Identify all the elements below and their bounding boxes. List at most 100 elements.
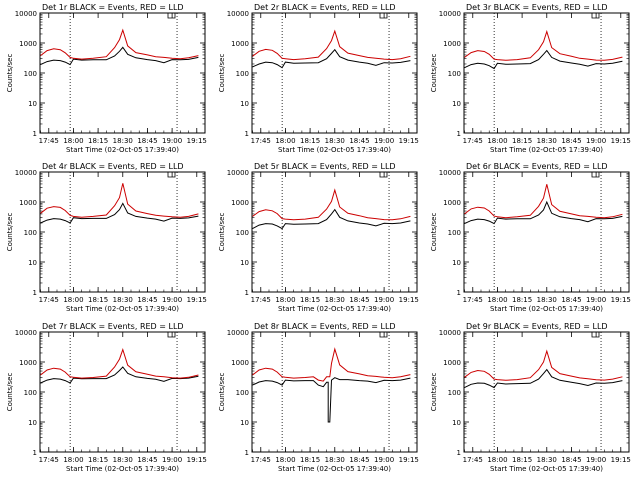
detector-panel: Det 8r BLACK = Events, RED = LLD 1 10 100 10…	[218, 322, 419, 473]
x-tick-label: 18:45	[349, 137, 369, 145]
y-tick-label: 100	[24, 70, 37, 78]
events-series-line	[40, 46, 199, 66]
y-tick-label: 100	[236, 389, 249, 397]
x-tick-label: 18:45	[137, 137, 157, 145]
detector-panel: Det 7r BLACK = Events, RED = LLD 1 10 100 10…	[6, 322, 207, 473]
x-tick-label: 18:00	[275, 137, 295, 145]
x-tick-label: 19:15	[611, 296, 631, 304]
x-tick-label: 19:15	[399, 137, 419, 145]
x-tick-label: 17:45	[251, 456, 271, 464]
legend-box-glyph	[591, 172, 600, 178]
x-tick-label: 18:15	[88, 137, 108, 145]
x-tick-label: 18:30	[113, 137, 133, 145]
y-tick-label: 10000	[227, 169, 249, 177]
x-tick-label: 18:00	[63, 137, 83, 145]
x-tick-label: 19:15	[611, 137, 631, 145]
panel-title: Det 1r BLACK = Events, RED = LLD	[42, 3, 184, 12]
y-tick-label: 100	[236, 70, 249, 78]
x-tick-label: 19:00	[374, 456, 394, 464]
x-tick-label: 19:00	[374, 296, 394, 304]
y-tick-label: 1	[457, 449, 461, 457]
lld-series-line	[252, 188, 411, 221]
lld-series-line	[252, 29, 411, 61]
x-tick-label: 18:00	[63, 456, 83, 464]
events-series-line	[464, 49, 623, 70]
y-tick-label: 100	[24, 229, 37, 237]
x-tick-label: 19:15	[399, 296, 419, 304]
legend-box-glyph	[167, 332, 176, 338]
y-tick-label: 1	[245, 449, 249, 457]
panel-title: Det 7r BLACK = Events, RED = LLD	[42, 322, 184, 331]
x-tick-label: 17:45	[39, 456, 59, 464]
y-tick-label: 10000	[15, 329, 37, 337]
legend-box-glyph	[379, 13, 388, 19]
x-axis-label: Start Time (02-Oct-05 17:39:40)	[66, 305, 179, 313]
y-tick-label: 10000	[227, 329, 249, 337]
x-tick-label: 18:45	[349, 456, 369, 464]
panel-title: Det 8r BLACK = Events, RED = LLD	[254, 322, 396, 331]
x-tick-label: 18:45	[137, 456, 157, 464]
y-tick-label: 1000	[443, 199, 461, 207]
x-tick-label: 18:45	[349, 296, 369, 304]
x-tick-label: 17:45	[39, 137, 59, 145]
y-axis-label: Counts/sec	[218, 373, 226, 412]
y-tick-label: 1000	[231, 199, 249, 207]
y-tick-label: 10	[28, 259, 37, 267]
x-tick-label: 17:45	[39, 296, 59, 304]
lld-series-line	[464, 29, 623, 61]
x-tick-label: 18:00	[63, 296, 83, 304]
x-tick-label: 18:00	[487, 456, 507, 464]
y-axis-label: Counts/sec	[430, 373, 438, 412]
y-tick-label: 1000	[19, 199, 37, 207]
y-tick-label: 100	[24, 389, 37, 397]
y-tick-label: 1000	[231, 359, 249, 367]
y-tick-label: 1000	[19, 40, 37, 48]
x-axis-label: Start Time (02-Oct-05 17:39:40)	[490, 465, 603, 473]
x-tick-label: 17:45	[463, 456, 483, 464]
x-tick-label: 18:30	[325, 296, 345, 304]
x-tick-label: 18:15	[300, 137, 320, 145]
y-tick-label: 10000	[439, 329, 461, 337]
x-tick-label: 18:30	[325, 137, 345, 145]
x-axis-label: Start Time (02-Oct-05 17:39:40)	[490, 305, 603, 313]
x-tick-label: 17:45	[251, 137, 271, 145]
x-tick-label: 19:00	[162, 296, 182, 304]
x-tick-label: 19:00	[586, 137, 606, 145]
lld-series-line	[464, 349, 623, 381]
y-axis-label: Counts/sec	[430, 213, 438, 252]
x-tick-label: 18:15	[512, 456, 532, 464]
y-tick-label: 10	[452, 100, 461, 108]
plot-frame	[463, 331, 630, 453]
detector-panel: Det 5r BLACK = Events, RED = LLD 1 10 100 10…	[218, 162, 419, 313]
events-series-line	[464, 368, 623, 389]
y-tick-label: 1000	[443, 359, 461, 367]
y-tick-label: 10	[240, 259, 249, 267]
legend-box-glyph	[379, 332, 388, 338]
x-tick-label: 17:45	[463, 137, 483, 145]
legend-box-glyph	[591, 13, 600, 19]
x-axis-label: Start Time (02-Oct-05 17:39:40)	[278, 465, 391, 473]
x-axis-label: Start Time (02-Oct-05 17:39:40)	[66, 465, 179, 473]
y-tick-label: 10	[28, 100, 37, 108]
x-tick-label: 17:45	[463, 296, 483, 304]
plot-frame	[463, 171, 630, 293]
x-tick-label: 18:45	[561, 456, 581, 464]
x-axis-label: Start Time (02-Oct-05 17:39:40)	[490, 146, 603, 154]
y-tick-label: 100	[448, 229, 461, 237]
panel-title: Det 2r BLACK = Events, RED = LLD	[254, 3, 396, 12]
x-tick-label: 19:00	[586, 296, 606, 304]
detector-panel: Det 2r BLACK = Events, RED = LLD 1 10 100 10…	[218, 3, 419, 154]
y-tick-label: 1	[457, 289, 461, 297]
x-tick-label: 19:15	[187, 456, 207, 464]
y-tick-label: 10	[240, 100, 249, 108]
panel-title: Det 5r BLACK = Events, RED = LLD	[254, 162, 396, 171]
y-tick-label: 100	[236, 229, 249, 237]
lld-series-line	[40, 348, 199, 379]
x-tick-label: 18:30	[537, 137, 557, 145]
y-tick-label: 1	[457, 130, 461, 138]
x-tick-label: 19:00	[586, 456, 606, 464]
y-axis-label: Counts/sec	[218, 54, 226, 93]
events-series-line	[252, 208, 411, 230]
y-tick-label: 10000	[15, 169, 37, 177]
